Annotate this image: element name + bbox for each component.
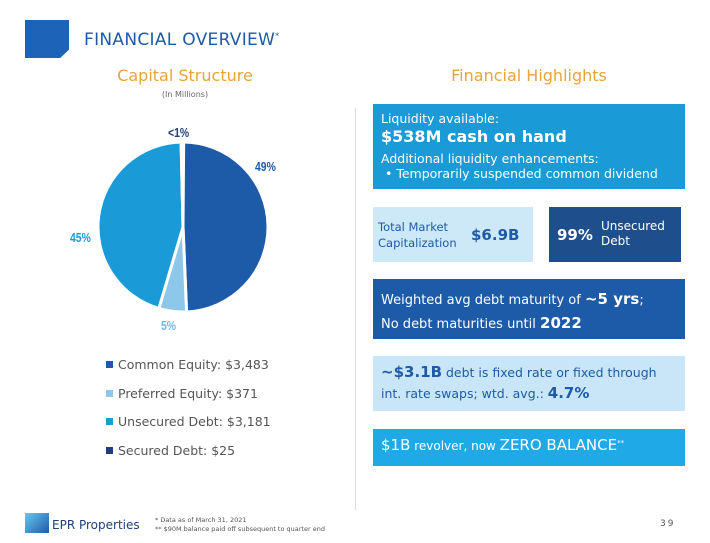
liquidity-sub: Additional liquidity enhancements: (381, 151, 599, 166)
revolver-box: $1B revolver, now ZERO BALANCE** (373, 429, 685, 466)
unsecured-debt-box: 99% Unsecured Debt (549, 207, 681, 262)
legend-preferred-equity: Preferred Equity: $371 (106, 386, 258, 401)
maturity-box: Weighted avg debt maturity of ~5 yrs; No… (373, 279, 685, 339)
page-number: 39 (660, 519, 676, 529)
unsecured-label: Unsecured Debt (601, 219, 665, 248)
liquidity-box: Liquidity available: $538M cash on hand … (373, 104, 685, 189)
fixed-rate-box: ~$3.1B debt is fixed rate or fixed throu… (373, 356, 685, 411)
brand-square (25, 20, 69, 58)
pie-label-preferred: 5% (161, 318, 177, 333)
epr-logo-icon (25, 513, 49, 533)
pie-slice-unsecured-debt (96, 140, 185, 311)
unsecured-pct: 99% (557, 226, 593, 244)
market-cap-value: $6.9B (471, 226, 520, 244)
legend-secured-debt: Secured Debt: $25 (106, 443, 235, 458)
liquidity-label: Liquidity available: (381, 111, 500, 126)
pie-label-common: 49% (255, 159, 276, 174)
page-title: FINANCIAL OVERVIEW* (84, 30, 280, 50)
capital-structure-title: Capital Structure (117, 66, 253, 85)
pie-label-secured: <1% (168, 125, 190, 140)
legend-unsecured-debt: Unsecured Debt: $3,181 (106, 414, 271, 429)
pie-label-unsecured: 45% (70, 230, 91, 245)
liquidity-value: $538M cash on hand (381, 127, 567, 146)
pie-slice-common-equity (181, 140, 270, 314)
market-cap-label: Total Market Capitalization (378, 220, 457, 250)
capital-pie-chart (96, 140, 270, 314)
market-cap-box: Total Market Capitalization $6.9B (373, 207, 533, 262)
capital-structure-subtitle: (In Millions) (161, 90, 209, 99)
financial-highlights-title: Financial Highlights (451, 66, 607, 85)
divider (355, 108, 356, 510)
epr-logo-text: EPR Properties (52, 518, 140, 532)
footnotes: * Data as of March 31, 2021 ** $90M balan… (155, 516, 325, 533)
legend-common-equity: Common Equity: $3,483 (106, 357, 269, 372)
liquidity-bullet: • Temporarily suspended common dividend (381, 166, 658, 181)
pie-slice-secured-debt (179, 140, 186, 228)
